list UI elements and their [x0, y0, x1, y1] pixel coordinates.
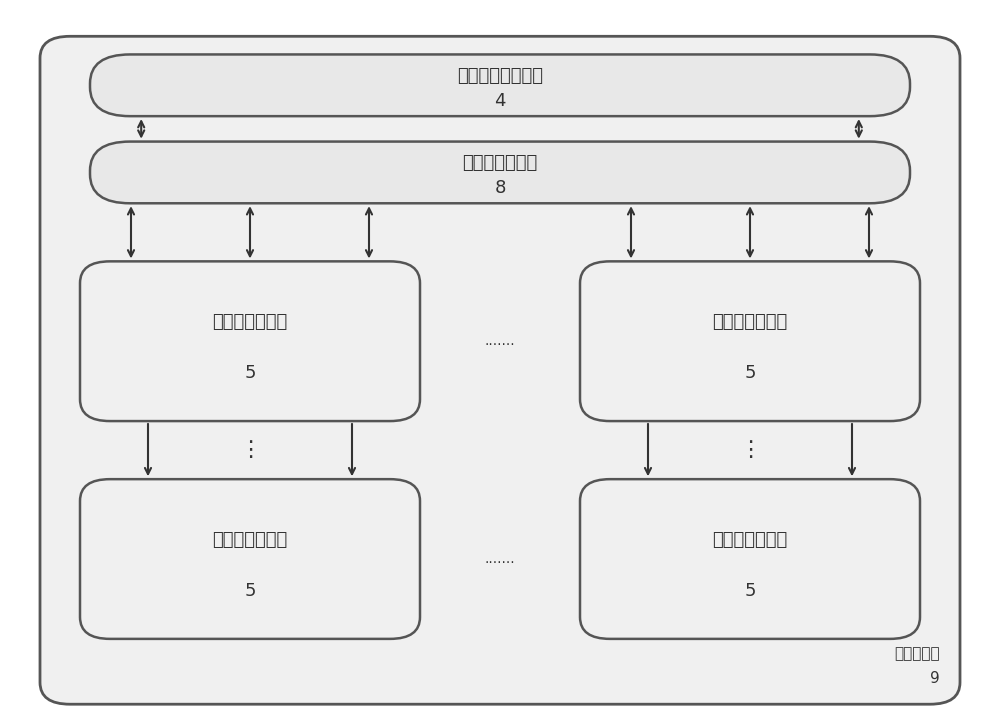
Text: 加解密引擎: 加解密引擎 — [894, 646, 940, 661]
Text: 5: 5 — [244, 364, 256, 382]
Text: 5: 5 — [744, 364, 756, 382]
FancyBboxPatch shape — [80, 479, 420, 639]
Text: 8: 8 — [494, 179, 506, 197]
Text: .......: ....... — [485, 552, 515, 566]
FancyBboxPatch shape — [580, 479, 920, 639]
Text: 5: 5 — [244, 582, 256, 600]
FancyBboxPatch shape — [90, 54, 910, 116]
Text: 4: 4 — [494, 91, 506, 110]
FancyBboxPatch shape — [90, 142, 910, 203]
FancyBboxPatch shape — [80, 261, 420, 421]
FancyBboxPatch shape — [40, 36, 960, 704]
Text: .......: ....... — [485, 334, 515, 348]
Text: 加解密计算单元: 加解密计算单元 — [712, 531, 788, 549]
Text: 加解密计算单元: 加解密计算单元 — [712, 313, 788, 331]
Text: 加解密计算单元: 加解密计算单元 — [212, 313, 288, 331]
FancyBboxPatch shape — [580, 261, 920, 421]
Text: ⋮: ⋮ — [239, 440, 261, 460]
Text: 加解密计算单元: 加解密计算单元 — [212, 531, 288, 549]
Text: 高速缓存寄存器: 高速缓存寄存器 — [462, 154, 538, 172]
Text: 9: 9 — [930, 672, 940, 686]
Text: 5: 5 — [744, 582, 756, 600]
Text: ⋮: ⋮ — [739, 440, 761, 460]
Text: 加解密引擎控制器: 加解密引擎控制器 — [457, 67, 543, 85]
